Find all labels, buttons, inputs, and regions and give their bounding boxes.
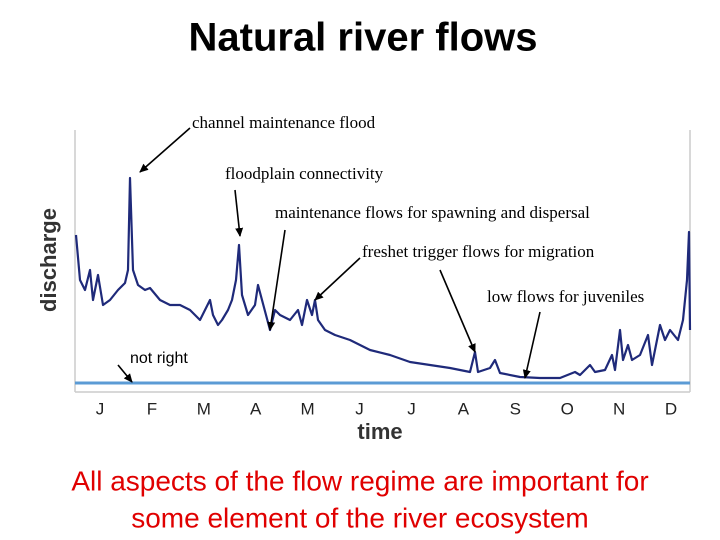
- annotation: not right: [130, 350, 188, 367]
- month-label: D: [665, 399, 677, 418]
- annotation: freshet trigger flows for migration: [362, 242, 595, 261]
- month-label: M: [301, 399, 315, 418]
- month-label: M: [197, 399, 211, 418]
- month-label: A: [250, 399, 262, 418]
- month-label: S: [510, 399, 521, 418]
- month-label: J: [96, 399, 105, 418]
- footer-line: some element of the river ecosystem: [131, 502, 589, 533]
- month-label: A: [458, 399, 470, 418]
- month-label: J: [355, 399, 364, 418]
- slide-title: Natural river flows: [188, 16, 537, 60]
- arrows: [117, 127, 541, 383]
- annotation: maintenance flows for spawning and dispe…: [275, 203, 590, 222]
- footer-line: All aspects of the flow regime are impor…: [71, 465, 648, 496]
- annotation: channel maintenance flood: [192, 113, 376, 132]
- month-label: O: [561, 399, 574, 418]
- y-axis-label: discharge: [36, 208, 61, 312]
- month-label: N: [613, 399, 625, 418]
- hydrograph: [74, 176, 692, 380]
- month-label: J: [407, 399, 416, 418]
- annotation: low flows for juveniles: [487, 287, 644, 306]
- annotation: floodplain connectivity: [225, 164, 384, 183]
- month-label: F: [147, 399, 157, 418]
- x-axis-label: time: [357, 419, 402, 444]
